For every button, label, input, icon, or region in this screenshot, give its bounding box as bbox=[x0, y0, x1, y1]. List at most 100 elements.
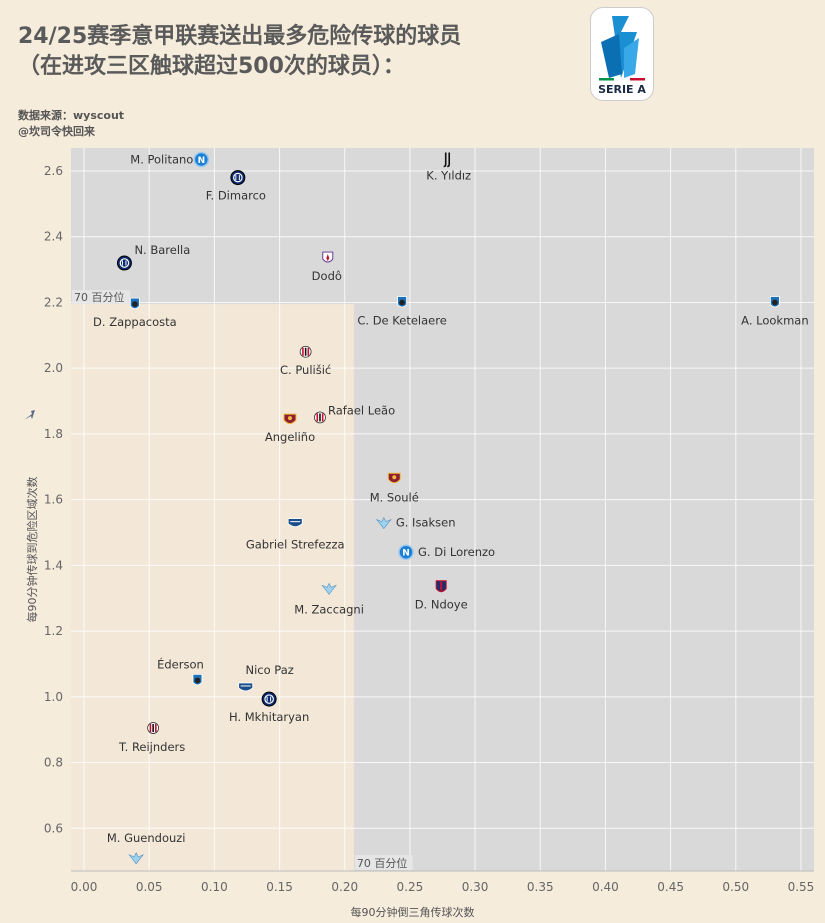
como-crest-shield bbox=[287, 518, 303, 528]
data-point: Gabriel Strefezza bbox=[246, 518, 345, 552]
source-info: 数据来源：wyscout @坎司令快回来 bbox=[18, 108, 124, 140]
player-label: G. Di Lorenzo bbox=[418, 545, 495, 559]
y-tick-label: 0.8 bbox=[44, 756, 63, 770]
y-tick-label: 2.0 bbox=[44, 361, 63, 375]
data-point: C. De Ketelaere bbox=[357, 296, 447, 327]
source-line-1: 数据来源：wyscout bbox=[18, 109, 125, 122]
y-tick-label: 2.6 bbox=[44, 164, 63, 178]
y-tick-label: 2.2 bbox=[44, 295, 63, 309]
data-point: D. Ndoye bbox=[415, 580, 468, 612]
milan-crest-stripe bbox=[302, 347, 304, 356]
atalanta-crest-figure bbox=[399, 299, 405, 306]
player-label: A. Lookman bbox=[741, 313, 808, 327]
bologna-crest-stripe bbox=[440, 581, 443, 591]
data-point: Rafael Leão bbox=[314, 403, 395, 424]
source-line-2: @坎司令快回来 bbox=[18, 125, 95, 138]
player-label: Éderson bbox=[157, 656, 204, 671]
x-tick-label: 0.10 bbox=[201, 880, 228, 894]
player-label: M. Soulé bbox=[370, 490, 419, 504]
atalanta-crest-figure bbox=[132, 301, 138, 307]
milan-crest-stripe bbox=[155, 724, 157, 733]
y-tick-label: 2.4 bbox=[44, 230, 63, 244]
x-tick-label: 0.40 bbox=[592, 880, 619, 894]
data-point: Angeliño bbox=[265, 413, 315, 444]
como-badge-icon bbox=[287, 518, 303, 528]
player-label: C. De Ketelaere bbox=[357, 313, 446, 327]
data-point: F. Dimarco bbox=[206, 170, 266, 203]
data-point: Dodô bbox=[312, 251, 342, 283]
player-label: K. Yıldız bbox=[426, 169, 471, 183]
fiorentina-crest-lily bbox=[326, 254, 330, 262]
napoli-badge-icon: N bbox=[398, 544, 414, 560]
lazio-badge-icon bbox=[321, 582, 338, 595]
data-point: N. Barella bbox=[116, 243, 190, 271]
x-tick-label: 0.30 bbox=[462, 880, 489, 894]
inter-crest-ring bbox=[119, 258, 130, 268]
player-label: H. Mkhitaryan bbox=[229, 710, 309, 724]
data-point: M. Soulé bbox=[370, 472, 419, 504]
atalanta-badge-icon bbox=[192, 673, 203, 686]
napoli-crest-letter: N bbox=[198, 156, 206, 166]
roma-badge-icon bbox=[283, 413, 297, 425]
player-label: D. Zappacosta bbox=[93, 315, 177, 329]
juventus-badge-icon bbox=[443, 152, 451, 168]
percentile-label-bg bbox=[72, 290, 130, 305]
atalanta-badge-icon bbox=[397, 296, 407, 308]
logo-text: SERIE A bbox=[598, 83, 646, 96]
x-tick-label: 0.55 bbox=[788, 880, 815, 894]
inter-badge-icon bbox=[116, 255, 132, 271]
roma-crest-wolf bbox=[287, 416, 292, 421]
milan-badge-icon bbox=[314, 411, 326, 424]
data-point: D. Zappacosta bbox=[93, 297, 177, 329]
x-tick-label: 0.25 bbox=[397, 880, 424, 894]
juventus-crest-j bbox=[443, 152, 447, 168]
y-percentile-label: 70 百分位 bbox=[74, 290, 125, 304]
milan-badge-icon bbox=[147, 722, 160, 734]
napoli-badge-icon: N bbox=[193, 151, 210, 168]
data-point: N G. Di Lorenzo bbox=[398, 544, 495, 560]
title-line-1: 24/25赛季意甲联赛送出最多危险传球的球员 bbox=[18, 24, 462, 49]
y-tick-label: 1.2 bbox=[44, 624, 63, 638]
milan-crest-stripe bbox=[321, 413, 324, 422]
roma-crest-wolf bbox=[392, 475, 397, 480]
milan-badge-icon bbox=[299, 345, 312, 358]
data-point: Éderson bbox=[157, 656, 204, 686]
data-point: N M. Politano bbox=[130, 151, 210, 168]
x-tick-label: 0.05 bbox=[136, 880, 163, 894]
lazio-crest-eagle bbox=[375, 516, 392, 530]
x-tick-label: 0.45 bbox=[657, 880, 684, 894]
serie-a-logo: SERIE A bbox=[591, 8, 653, 100]
napoli-crest-letter: N bbox=[402, 549, 410, 559]
atalanta-badge-icon bbox=[129, 297, 140, 309]
y-tick-label: 1.8 bbox=[44, 427, 63, 441]
y-tick-label: 1.4 bbox=[44, 558, 63, 572]
data-point: C. Pulišić bbox=[280, 345, 331, 377]
milan-crest-stripe bbox=[149, 724, 152, 733]
player-label: M. Zaccagni bbox=[294, 602, 364, 616]
data-point: M. Zaccagni bbox=[294, 582, 364, 616]
data-point: H. Mkhitaryan bbox=[229, 691, 309, 724]
y-tick-label: 0.6 bbox=[44, 821, 63, 835]
data-point: Nico Paz bbox=[238, 663, 294, 692]
como-badge-icon bbox=[238, 682, 254, 692]
lazio-badge-icon bbox=[375, 516, 392, 530]
x-tick-label: 0.35 bbox=[527, 880, 554, 894]
player-label: Rafael Leão bbox=[328, 403, 395, 417]
x-axis-title: 每90分钟倒三角传球次数 bbox=[351, 905, 475, 919]
como-crest-shield bbox=[238, 682, 254, 692]
juventus-crest-j bbox=[447, 152, 451, 168]
data-point: T. Reijnders bbox=[118, 722, 185, 754]
lazio-crest-eagle bbox=[321, 582, 338, 595]
x-percentile-label: 70 百分位 bbox=[357, 856, 408, 870]
data-point: M. Guendouzi bbox=[107, 831, 186, 865]
player-label: G. Isaksen bbox=[396, 516, 456, 530]
inter-badge-icon bbox=[230, 170, 246, 186]
player-label: Nico Paz bbox=[246, 663, 294, 677]
player-label: M. Guendouzi bbox=[107, 831, 186, 845]
player-label: F. Dimarco bbox=[206, 189, 266, 203]
inter-crest-outer bbox=[261, 691, 277, 707]
data-point: G. Isaksen bbox=[375, 516, 456, 530]
y-tick-label: 1.0 bbox=[44, 690, 63, 704]
napoli-crest-outer bbox=[398, 544, 414, 560]
title-line-2: （在进攻三区触球超过500次的球员）： bbox=[18, 54, 405, 79]
